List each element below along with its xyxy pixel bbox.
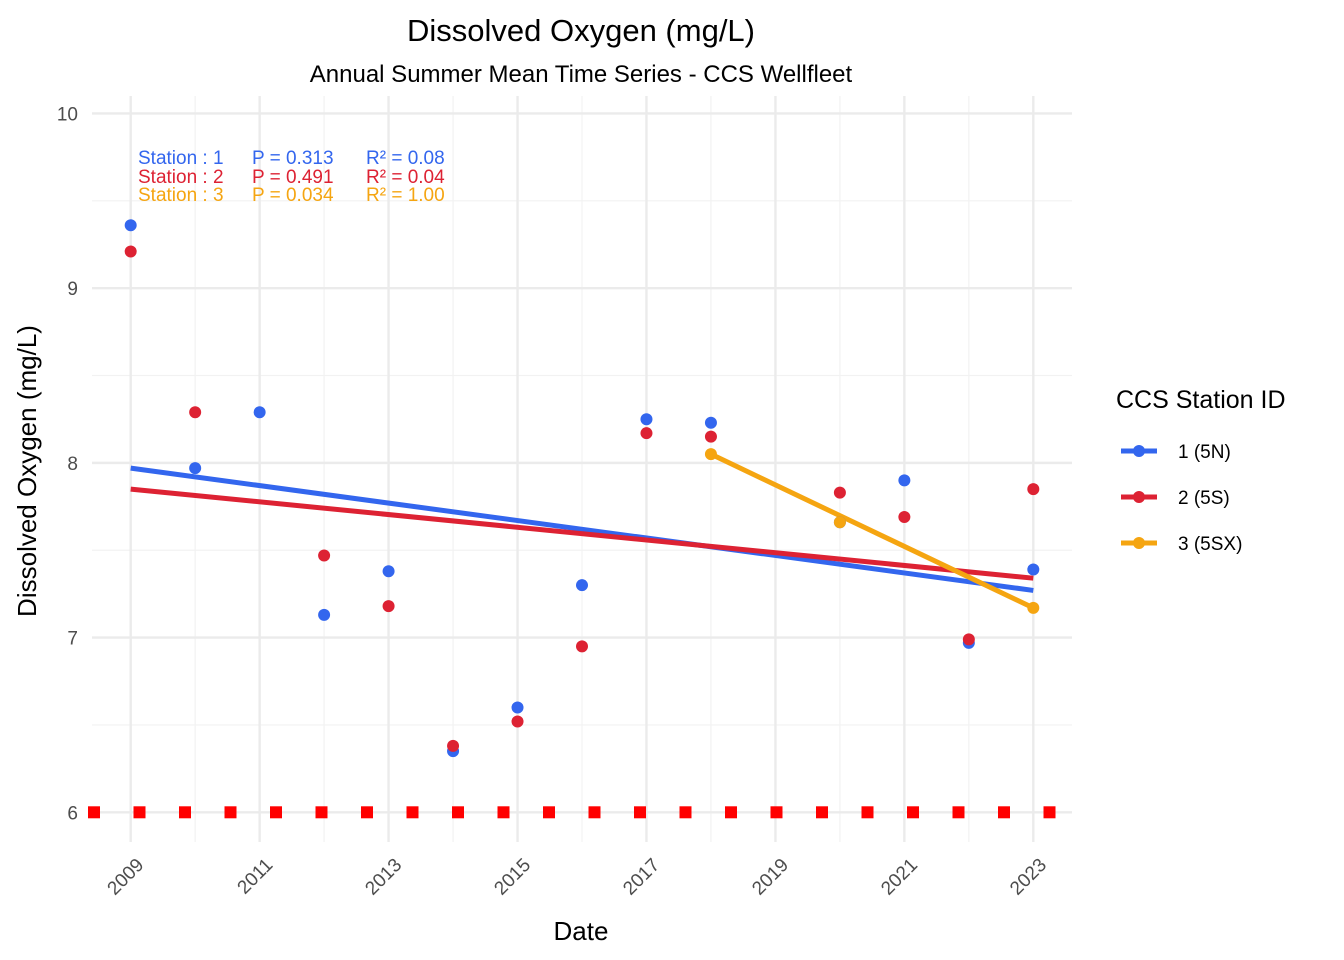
data-point-station-2 bbox=[833, 486, 846, 499]
stat-p-value: P = 0.034 bbox=[252, 185, 334, 206]
y-tick-label: 9 bbox=[67, 279, 78, 300]
reference-line-dash bbox=[543, 806, 555, 819]
legend-label: 2 (5S) bbox=[1178, 488, 1230, 509]
y-tick-label: 7 bbox=[67, 629, 78, 650]
legend-item-2: 2 (5S) bbox=[1121, 488, 1230, 509]
reference-line-dash bbox=[1043, 806, 1056, 819]
x-axis-title: Date bbox=[554, 916, 609, 946]
data-point-station-2 bbox=[640, 427, 653, 440]
data-point-station-2 bbox=[511, 715, 524, 728]
trend-line-1 bbox=[130, 465, 1034, 593]
x-tick-label: 2017 bbox=[619, 855, 664, 900]
x-tick-label: 2019 bbox=[748, 855, 793, 900]
data-point-station-2 bbox=[962, 633, 975, 646]
x-tick-label: 2009 bbox=[104, 855, 149, 900]
y-axis-title: Dissolved Oxygen (mg/L) bbox=[12, 325, 42, 617]
data-point-station-2 bbox=[1027, 483, 1040, 496]
stat-r-squared: R² = 1.00 bbox=[366, 185, 445, 206]
data-point-station-1 bbox=[1027, 563, 1040, 576]
stat-r-squared: R² = 0.08 bbox=[366, 148, 445, 169]
y-tick-label: 8 bbox=[67, 454, 78, 475]
legend-label: 1 (5N) bbox=[1178, 442, 1231, 463]
reference-line-dash bbox=[406, 806, 419, 819]
data-point-station-1 bbox=[576, 579, 588, 592]
reference-line-dash bbox=[907, 806, 919, 819]
data-point-station-3 bbox=[1027, 601, 1040, 614]
legend-label: 3 (5SX) bbox=[1178, 534, 1242, 555]
data-point-station-2 bbox=[447, 739, 460, 752]
data-point-station-2 bbox=[382, 600, 395, 613]
legend-item-1: 1 (5N) bbox=[1121, 442, 1231, 463]
reference-line-dash bbox=[816, 806, 828, 819]
reference-line-dash bbox=[315, 806, 328, 819]
reference-line-dash bbox=[179, 806, 191, 819]
x-tick-label: 2023 bbox=[1006, 855, 1051, 900]
stat-p-value: P = 0.491 bbox=[252, 167, 334, 188]
stat-station-label: Station : 1 bbox=[138, 148, 224, 169]
reference-line-dash bbox=[88, 806, 100, 819]
legend-key-point bbox=[1133, 445, 1145, 457]
data-point-station-1 bbox=[640, 413, 653, 426]
data-point-station-2 bbox=[704, 430, 717, 443]
legend-key-point bbox=[1133, 491, 1145, 503]
stat-r-squared: R² = 0.04 bbox=[366, 167, 445, 188]
reference-line-dash bbox=[634, 806, 646, 819]
grid bbox=[92, 96, 1072, 842]
y-tick-label: 6 bbox=[67, 803, 78, 824]
reference-line-dash bbox=[679, 806, 692, 819]
reference-line-dash bbox=[998, 806, 1010, 819]
reference-line-dash bbox=[270, 806, 282, 819]
legend-title: CCS Station ID bbox=[1116, 386, 1286, 414]
reference-line-6 bbox=[88, 806, 1056, 819]
data-point-station-2 bbox=[576, 640, 588, 653]
data-point-station-3 bbox=[833, 516, 846, 529]
trend-line-3 bbox=[709, 451, 1035, 611]
data-point-station-1 bbox=[318, 608, 331, 621]
x-tick-label: 2011 bbox=[234, 855, 278, 899]
data-point-station-1 bbox=[253, 406, 266, 419]
data-point-station-2 bbox=[189, 406, 202, 419]
x-tick-label: 2015 bbox=[490, 855, 535, 900]
data-point-station-1 bbox=[124, 219, 137, 232]
data-point-station-1 bbox=[189, 462, 202, 475]
reference-line-dash bbox=[770, 806, 783, 819]
trend-lines bbox=[130, 451, 1035, 611]
data-point-station-2 bbox=[318, 549, 331, 562]
chart-subtitle: Annual Summer Mean Time Series - CCS Wel… bbox=[310, 61, 853, 88]
data-points bbox=[124, 219, 1040, 758]
axis-ticks: 6 7 8 9 10 2009 2011 2013 2015 2017 2019 2021 2023 bbox=[57, 104, 1051, 899]
y-tick-label: 10 bbox=[57, 104, 78, 125]
regression-stats: Station : 1 P = 0.313 R² = 0.08 Station : 2… bbox=[138, 148, 445, 206]
stat-p-value: P = 0.313 bbox=[252, 148, 334, 169]
x-tick-label: 2021 bbox=[877, 855, 922, 900]
legend-key-point bbox=[1133, 537, 1145, 549]
chart-title: Dissolved Oxygen (mg/L) bbox=[407, 13, 755, 48]
reference-line-dash bbox=[588, 806, 601, 819]
x-tick-label: 2013 bbox=[361, 855, 406, 900]
data-point-station-1 bbox=[511, 701, 524, 714]
reference-line-dash bbox=[497, 806, 510, 819]
reference-line-dash bbox=[361, 806, 373, 819]
reference-line-dash bbox=[133, 806, 146, 819]
stat-station-label: Station : 2 bbox=[138, 167, 224, 188]
reference-line-dash bbox=[725, 806, 737, 819]
reference-line-dash bbox=[952, 806, 965, 819]
legend: CCS Station ID 1 (5N) 2 (5S) 3 (5SX) bbox=[1116, 386, 1286, 555]
data-point-station-1 bbox=[382, 565, 395, 578]
data-point-station-1 bbox=[898, 474, 911, 487]
data-point-station-2 bbox=[898, 511, 911, 524]
data-point-station-1 bbox=[704, 416, 717, 429]
reference-line-dash bbox=[224, 806, 237, 819]
stat-station-label: Station : 3 bbox=[138, 185, 224, 206]
reference-line-dash bbox=[452, 806, 464, 819]
legend-item-3: 3 (5SX) bbox=[1121, 534, 1242, 555]
data-point-station-2 bbox=[124, 245, 137, 258]
trend-line-2 bbox=[130, 486, 1034, 581]
data-point-station-3 bbox=[704, 448, 717, 461]
reference-line-dash bbox=[861, 806, 874, 819]
